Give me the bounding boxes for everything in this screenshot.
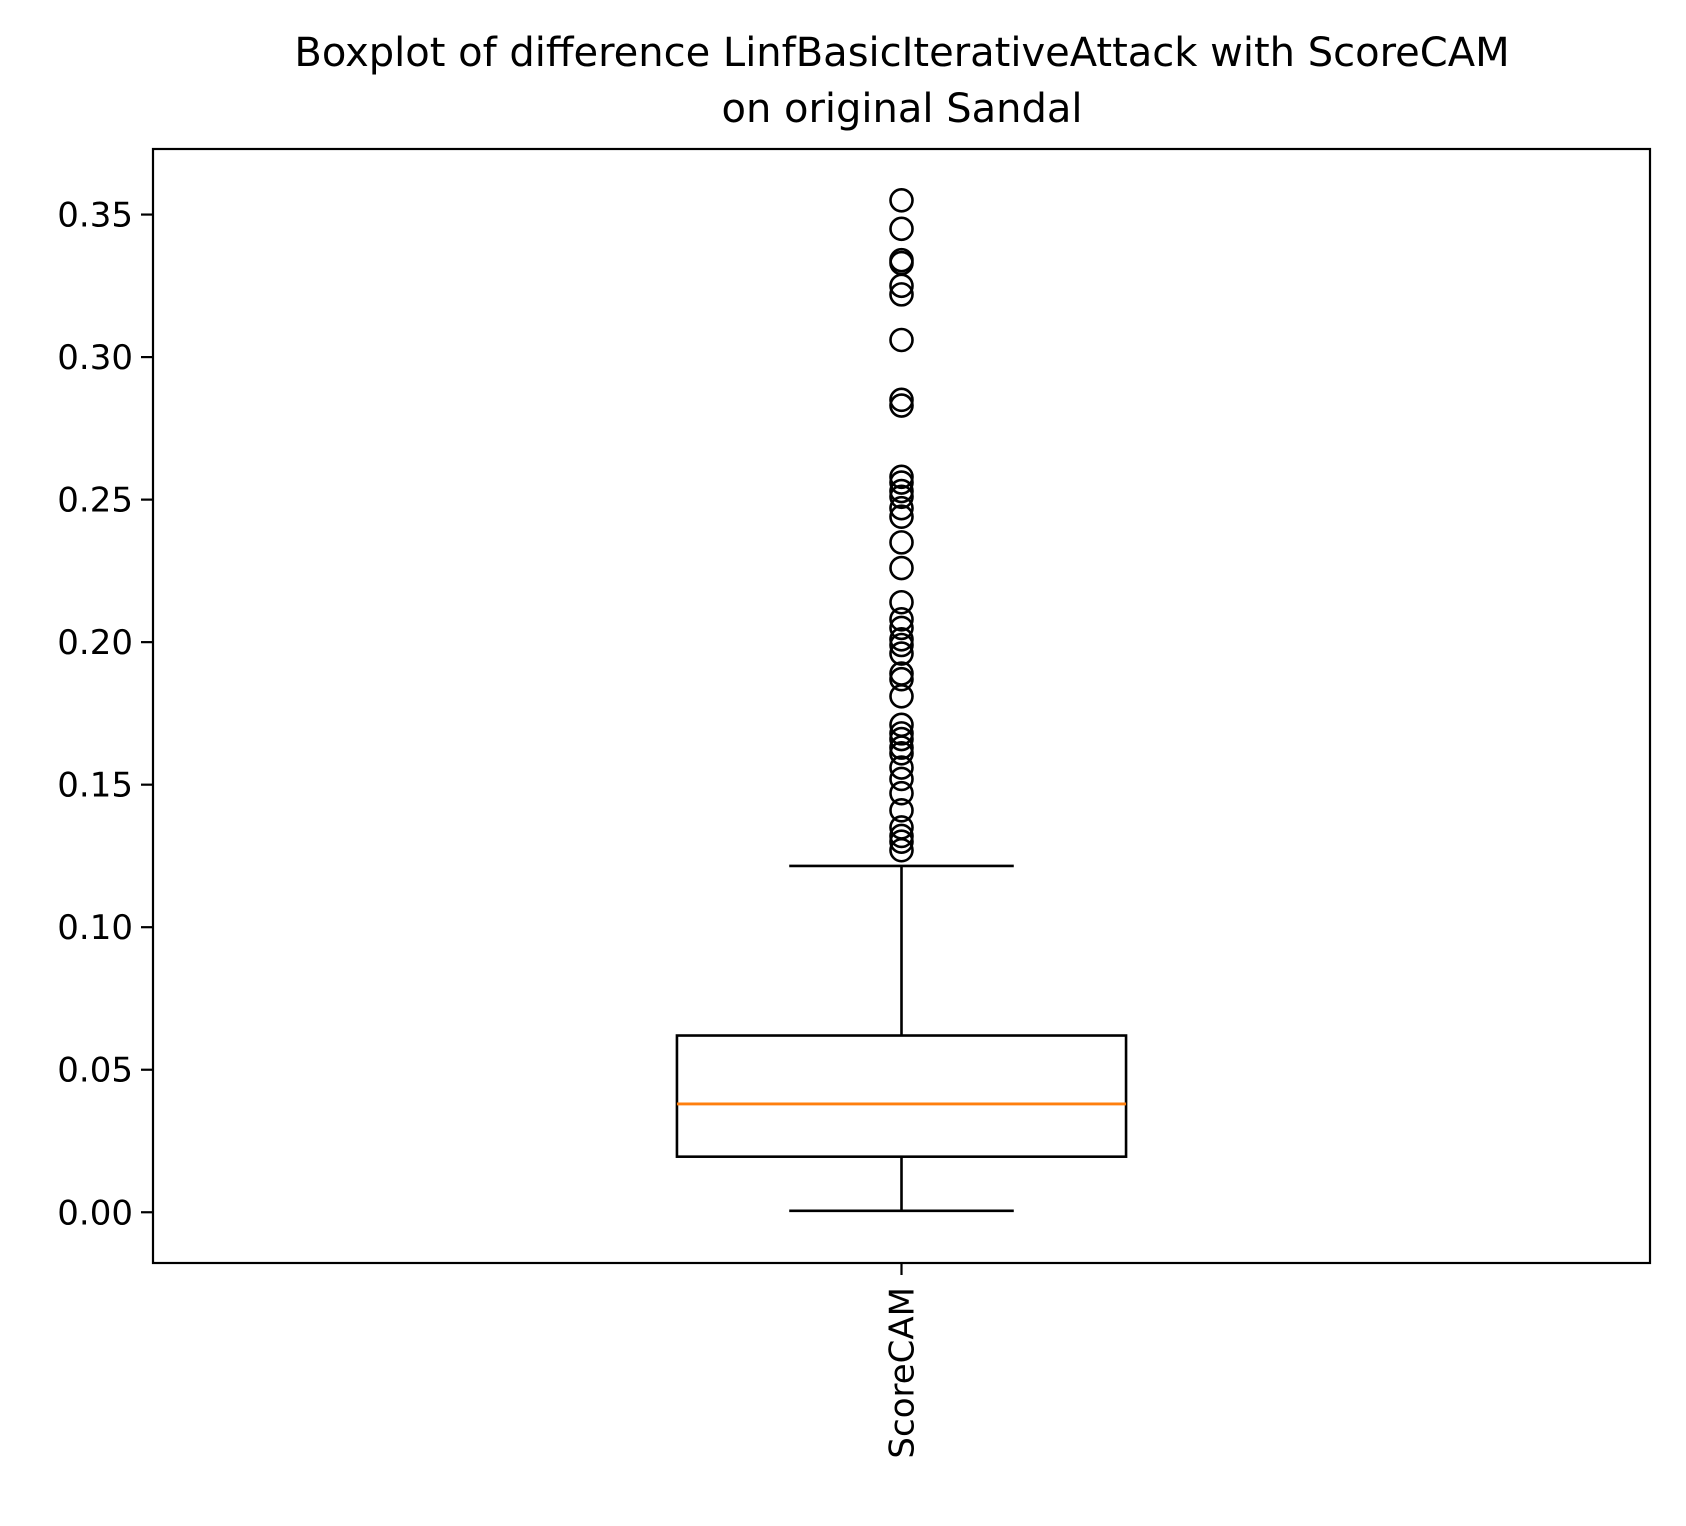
outlier-point [889,464,914,490]
outlier-point [889,282,914,307]
outlier-point [889,607,914,632]
y-tick-label: 0.15 [57,766,133,806]
outlier-point [889,478,914,504]
outlier-point [889,798,914,823]
outlier-point [889,837,914,863]
outlier-point [889,632,914,658]
outlier-point [889,530,914,555]
y-tick-label: 0.35 [57,196,133,236]
outlier-point [889,780,914,806]
y-tick-label: 0.10 [57,908,133,948]
box-group [675,864,1128,1213]
outlier-point [889,393,914,418]
outlier-point [889,188,914,213]
outlier-point [889,829,914,854]
outlier-point [889,484,914,510]
outlier-point [889,273,914,299]
outlier-point [889,641,914,666]
outlier-point [889,327,914,353]
outlier-point [889,823,914,849]
outlier-point [889,721,914,746]
outlier-point [889,741,914,766]
outlier-point [889,615,914,641]
outlier-point [889,626,914,652]
outlier-point [889,387,914,413]
outlier-point [889,755,914,780]
outlier-point [889,666,914,692]
outlier-point [889,495,914,521]
y-tick-label: 0.30 [57,338,133,378]
y-axis: 0.00 0.05 0.10 0.15 0.20 0.25 0.30 0.35 [57,196,153,1233]
outlier-point [889,555,914,581]
outlier-point [889,735,914,760]
y-tick-label: 0.05 [57,1051,133,1091]
iqr-box [675,1034,1128,1158]
outlier-point [889,216,914,242]
outlier-point [889,504,914,530]
plot-frame [151,147,1652,1265]
y-tick-label: 0.00 [57,1193,133,1233]
y-tick-label: 0.20 [57,623,133,663]
outlier-point [889,766,914,792]
y-tick-label: 0.25 [57,481,133,521]
x-tick-label: ScoreCAM [883,1287,923,1459]
outlier-group [889,188,914,863]
outlier-point [889,589,914,615]
outlier-point [889,726,914,752]
chart-title-line1: Boxplot of difference LinfBasicIterative… [294,30,1509,76]
outlier-point [889,684,914,709]
outlier-point [889,470,914,495]
x-axis: ScoreCAM [883,1263,923,1459]
chart-title-line2: on original Sandal [721,86,1082,132]
